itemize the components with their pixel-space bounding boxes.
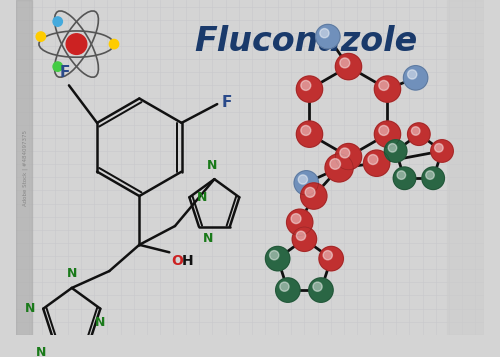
Circle shape bbox=[374, 121, 400, 147]
Circle shape bbox=[276, 278, 300, 302]
Circle shape bbox=[340, 148, 350, 158]
Circle shape bbox=[300, 183, 327, 209]
Circle shape bbox=[384, 140, 407, 162]
Circle shape bbox=[364, 150, 390, 176]
Text: O: O bbox=[171, 254, 183, 268]
Circle shape bbox=[53, 62, 62, 71]
Circle shape bbox=[397, 171, 406, 179]
Circle shape bbox=[319, 246, 344, 271]
Circle shape bbox=[298, 175, 308, 184]
Circle shape bbox=[323, 251, 332, 260]
Circle shape bbox=[374, 76, 400, 102]
Circle shape bbox=[266, 246, 290, 271]
Circle shape bbox=[296, 76, 322, 102]
Circle shape bbox=[404, 66, 428, 90]
Text: N: N bbox=[26, 302, 36, 315]
Circle shape bbox=[280, 282, 289, 291]
Circle shape bbox=[305, 187, 315, 197]
Circle shape bbox=[110, 39, 118, 49]
Circle shape bbox=[292, 227, 316, 251]
Bar bbox=[16, 0, 32, 335]
Text: N: N bbox=[208, 159, 218, 172]
Circle shape bbox=[408, 123, 430, 145]
Text: Fluconazole: Fluconazole bbox=[194, 25, 418, 58]
Circle shape bbox=[336, 144, 361, 170]
Circle shape bbox=[294, 171, 318, 195]
Circle shape bbox=[36, 32, 46, 41]
Text: N: N bbox=[66, 267, 77, 281]
Text: N: N bbox=[202, 232, 213, 245]
Circle shape bbox=[434, 144, 443, 152]
Text: Adobe Stock | #484097375: Adobe Stock | #484097375 bbox=[22, 130, 28, 206]
Circle shape bbox=[301, 125, 311, 135]
Circle shape bbox=[431, 140, 454, 162]
Circle shape bbox=[308, 278, 333, 302]
Text: F: F bbox=[60, 65, 70, 80]
Circle shape bbox=[388, 144, 397, 152]
Circle shape bbox=[313, 282, 322, 291]
Circle shape bbox=[393, 167, 416, 190]
Circle shape bbox=[422, 167, 444, 190]
Circle shape bbox=[336, 54, 361, 80]
Circle shape bbox=[412, 127, 420, 135]
Circle shape bbox=[286, 209, 313, 235]
Circle shape bbox=[301, 80, 311, 90]
Circle shape bbox=[325, 154, 353, 182]
Text: N: N bbox=[197, 191, 207, 204]
Bar bbox=[447, 0, 484, 335]
Circle shape bbox=[379, 125, 389, 135]
Circle shape bbox=[379, 80, 389, 90]
Text: F: F bbox=[222, 95, 232, 110]
Text: H: H bbox=[182, 254, 193, 268]
Circle shape bbox=[296, 121, 322, 147]
Circle shape bbox=[340, 58, 350, 68]
Circle shape bbox=[320, 29, 329, 38]
Circle shape bbox=[291, 213, 301, 223]
Circle shape bbox=[316, 24, 340, 49]
Circle shape bbox=[66, 34, 87, 54]
Circle shape bbox=[408, 70, 417, 79]
Circle shape bbox=[53, 17, 62, 26]
Circle shape bbox=[330, 159, 340, 169]
Circle shape bbox=[368, 155, 378, 165]
Text: N: N bbox=[95, 316, 106, 329]
Circle shape bbox=[296, 231, 306, 240]
Text: N: N bbox=[36, 346, 46, 357]
Circle shape bbox=[270, 251, 279, 260]
Circle shape bbox=[426, 171, 434, 179]
